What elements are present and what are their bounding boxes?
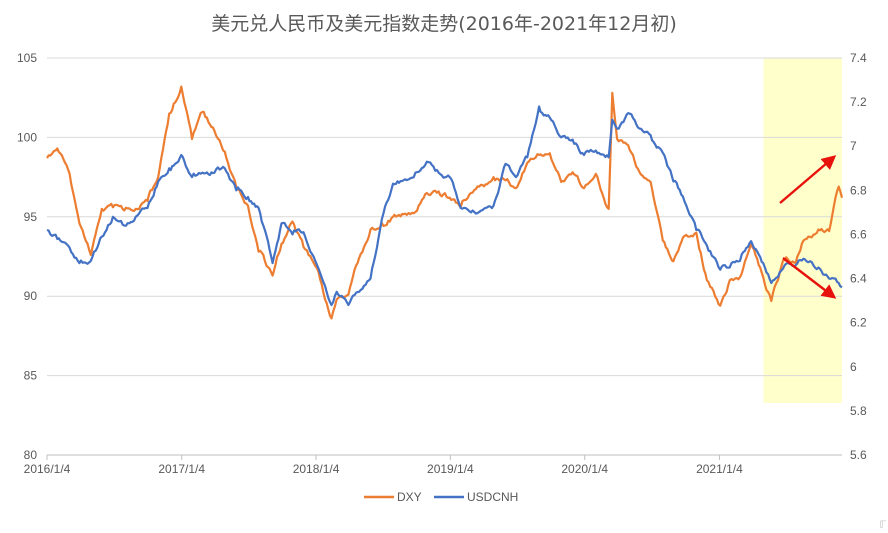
series-line-dxy bbox=[46, 85, 844, 320]
legend-item-usdcnh[interactable]: USDCNH bbox=[434, 490, 518, 504]
legend-label: USDCNH bbox=[467, 490, 518, 504]
x-tick-label: 2020/1/4 bbox=[561, 462, 608, 476]
y-left-tick-label: 105 bbox=[17, 51, 37, 65]
y-right-tick-label: 7.4 bbox=[850, 51, 867, 65]
y-left-tick-label: 95 bbox=[24, 210, 38, 224]
y-right-tick-label: 6.6 bbox=[850, 227, 867, 241]
legend: DXY USDCNH bbox=[364, 490, 518, 504]
y-right-tick-label: 7 bbox=[850, 139, 857, 153]
y-left-tick-label: 80 bbox=[24, 448, 38, 462]
chart-title: 美元兑人民币及美元指数走势(2016年-2021年12月初) bbox=[211, 13, 677, 35]
series-lines bbox=[46, 85, 844, 320]
gridlines bbox=[47, 57, 842, 456]
y-left-tick-label: 90 bbox=[24, 289, 38, 303]
y-right-tick-label: 6.2 bbox=[850, 316, 867, 330]
corner-mark: ℾ bbox=[879, 520, 886, 531]
legend-label: DXY bbox=[397, 490, 422, 504]
legend-item-dxy[interactable]: DXY bbox=[364, 490, 422, 504]
x-tick-label: 2018/1/4 bbox=[293, 462, 340, 476]
y-right-tick-label: 7.2 bbox=[850, 95, 867, 109]
axes: 80 85 90 95 100 105 5.6 5.8 6 6.2 6.4 6.6 6.8 7 7.2 7.4… bbox=[17, 51, 867, 476]
dxy-up-arrow bbox=[779, 155, 837, 204]
annotation-arrows bbox=[779, 155, 837, 299]
x-tick-label: 2019/1/4 bbox=[427, 462, 474, 476]
y-right-tick-label: 6 bbox=[850, 360, 857, 374]
series-line-usdcnh bbox=[46, 105, 843, 307]
y-left-tick-label: 100 bbox=[17, 130, 37, 144]
x-tick-label: 2017/1/4 bbox=[158, 462, 205, 476]
x-tick-label: 2016/1/4 bbox=[24, 462, 71, 476]
x-tick-label: 2021/1/4 bbox=[696, 462, 743, 476]
y-left-tick-label: 85 bbox=[24, 369, 38, 383]
y-right-tick-label: 5.8 bbox=[850, 404, 867, 418]
usdcnh-down-arrow bbox=[782, 257, 837, 299]
y-right-tick-label: 5.6 bbox=[850, 448, 867, 462]
y-right-tick-label: 6.4 bbox=[850, 272, 867, 286]
y-right-tick-label: 6.8 bbox=[850, 183, 867, 197]
